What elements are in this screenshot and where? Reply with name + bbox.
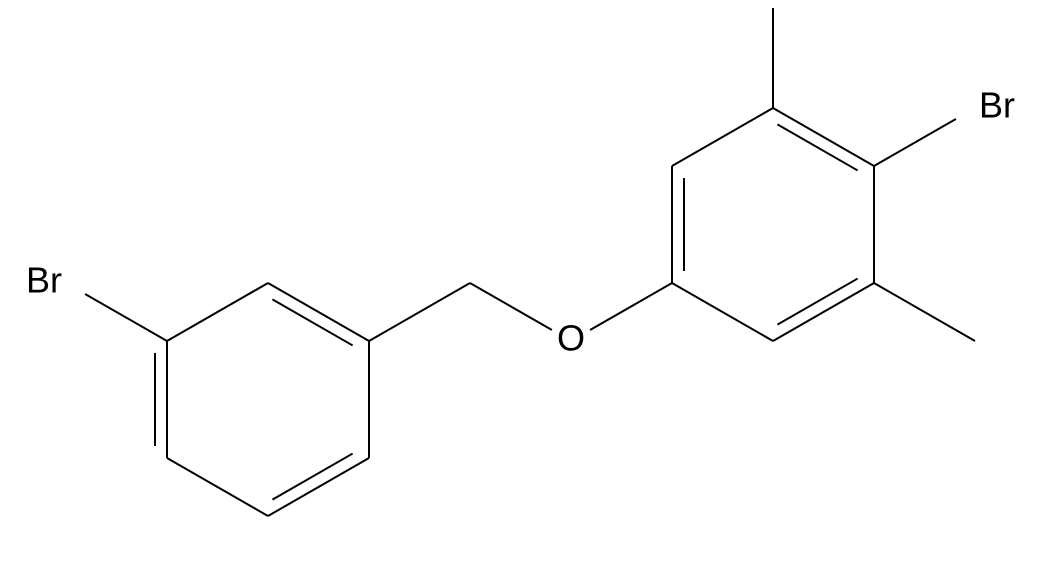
bond xyxy=(85,294,167,341)
molecule-diagram: Br O Br xyxy=(0,0,1054,582)
bond xyxy=(672,108,773,166)
bond xyxy=(874,119,956,166)
bond xyxy=(167,283,268,341)
bond xyxy=(369,283,470,341)
bond xyxy=(777,279,857,325)
bond xyxy=(777,124,857,170)
bond xyxy=(272,299,352,345)
atom-label-o: O xyxy=(557,318,585,359)
bond xyxy=(773,108,874,166)
labels-layer: Br O Br xyxy=(26,85,1015,359)
atom-label-br: Br xyxy=(26,260,62,301)
bond xyxy=(470,283,552,330)
bond xyxy=(268,283,369,341)
bond xyxy=(672,283,773,341)
atom-label-br: Br xyxy=(979,85,1015,126)
bond xyxy=(167,458,268,516)
bond xyxy=(272,454,352,500)
bond xyxy=(268,458,369,516)
bond xyxy=(590,283,672,330)
bond xyxy=(773,283,874,341)
bond xyxy=(874,283,975,341)
bonds-layer xyxy=(85,8,975,516)
